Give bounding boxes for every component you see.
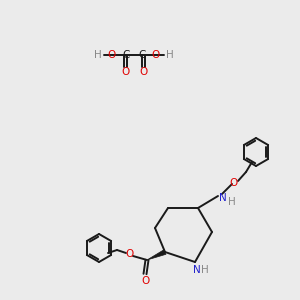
Text: H: H — [94, 50, 102, 60]
Text: C: C — [138, 50, 146, 60]
Text: N: N — [193, 265, 201, 275]
Text: O: O — [139, 67, 147, 77]
Text: O: O — [108, 50, 116, 60]
Text: O: O — [126, 249, 134, 259]
Text: O: O — [141, 276, 149, 286]
Text: O: O — [152, 50, 160, 60]
Polygon shape — [147, 250, 166, 260]
Text: O: O — [230, 178, 238, 188]
Text: N: N — [219, 193, 227, 203]
Text: H: H — [201, 265, 209, 275]
Text: H: H — [166, 50, 174, 60]
Text: H: H — [228, 197, 236, 207]
Text: C: C — [122, 50, 130, 60]
Text: O: O — [121, 67, 129, 77]
